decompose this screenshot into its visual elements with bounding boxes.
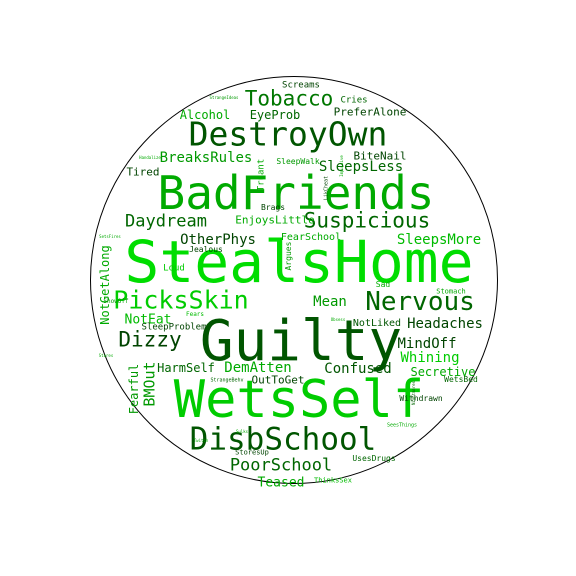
word: PicksSkin <box>113 285 249 315</box>
word: BreaksRules <box>159 150 253 166</box>
word: Impulsive <box>339 155 344 177</box>
word: StoresUp <box>235 448 269 457</box>
word: Obsess <box>330 317 346 322</box>
word: NotGetAlong <box>98 245 112 325</box>
word: SleepWalk <box>276 157 320 166</box>
word: Secretive <box>410 365 476 379</box>
word: ShowOff <box>103 298 129 305</box>
word: DestroyOwn <box>188 114 388 154</box>
word: MindOff <box>397 336 457 352</box>
word: FearSchool <box>280 232 342 243</box>
word: Jealous <box>189 245 223 254</box>
word: BadFriends <box>157 166 435 220</box>
word: EnjoysLittle <box>235 213 315 227</box>
word: Nightmares <box>411 380 416 406</box>
word: Headaches <box>407 316 483 332</box>
word: SleepProblem <box>141 322 207 333</box>
word: Tired <box>126 165 160 179</box>
word: Fears <box>185 311 205 318</box>
word: Stomach <box>436 287 466 296</box>
word: BMOut <box>140 361 159 407</box>
circle-outline <box>90 76 498 484</box>
word: Teased <box>257 475 305 491</box>
word: Withdrawn <box>399 394 443 403</box>
word: Suspicious <box>303 208 431 233</box>
word: StealsHome <box>124 228 474 296</box>
word: PreferAlone <box>333 105 407 119</box>
word: Tobacco <box>244 86 334 111</box>
word: Argues <box>284 241 293 271</box>
word: Guilty <box>199 309 403 374</box>
word: Confused <box>324 361 392 377</box>
word: SleepsMore <box>396 232 482 248</box>
word: NotLiked <box>352 318 402 329</box>
word: Sad <box>375 280 391 289</box>
word: DisbSchool <box>189 421 377 458</box>
word: SleepsLess <box>318 159 404 175</box>
word: Mean <box>313 294 347 310</box>
word: Whining <box>400 350 460 366</box>
word: Truant <box>256 158 267 192</box>
word: StrangeBehv <box>210 377 244 384</box>
word: HarmSelf <box>157 361 215 375</box>
word: NotEat <box>124 312 172 328</box>
word: BiteNail <box>353 149 407 163</box>
word: Sulks <box>235 429 249 434</box>
word: Daydream <box>125 211 207 232</box>
word: Brags <box>260 203 286 212</box>
word: WetsSelf <box>173 370 425 430</box>
word: DemAtten <box>224 360 292 376</box>
word: Dizzy <box>118 327 182 352</box>
word: Cries <box>340 95 368 106</box>
word: Loud <box>163 263 185 274</box>
word: StrangeIdeas <box>209 95 239 100</box>
word: ThinksSex <box>314 476 352 485</box>
word: LikCheat <box>323 175 330 201</box>
word: EyeProb <box>249 108 301 122</box>
word: Fearful <box>127 363 141 415</box>
word: SetsFires <box>99 234 121 239</box>
word: Stares <box>98 353 114 358</box>
word: Screams <box>282 80 320 91</box>
word: OtherPhys <box>180 232 256 248</box>
word: WetsBed <box>444 375 478 384</box>
word: Nervous <box>365 287 475 317</box>
word: Twitch <box>193 438 209 443</box>
word: PoorSchool <box>229 455 333 476</box>
word: Handalize <box>139 155 161 160</box>
word: Alcohol <box>179 108 231 122</box>
word: UsesDrugs <box>352 454 396 463</box>
word: OutToGet <box>251 373 305 387</box>
word: SeesThings <box>386 422 418 429</box>
